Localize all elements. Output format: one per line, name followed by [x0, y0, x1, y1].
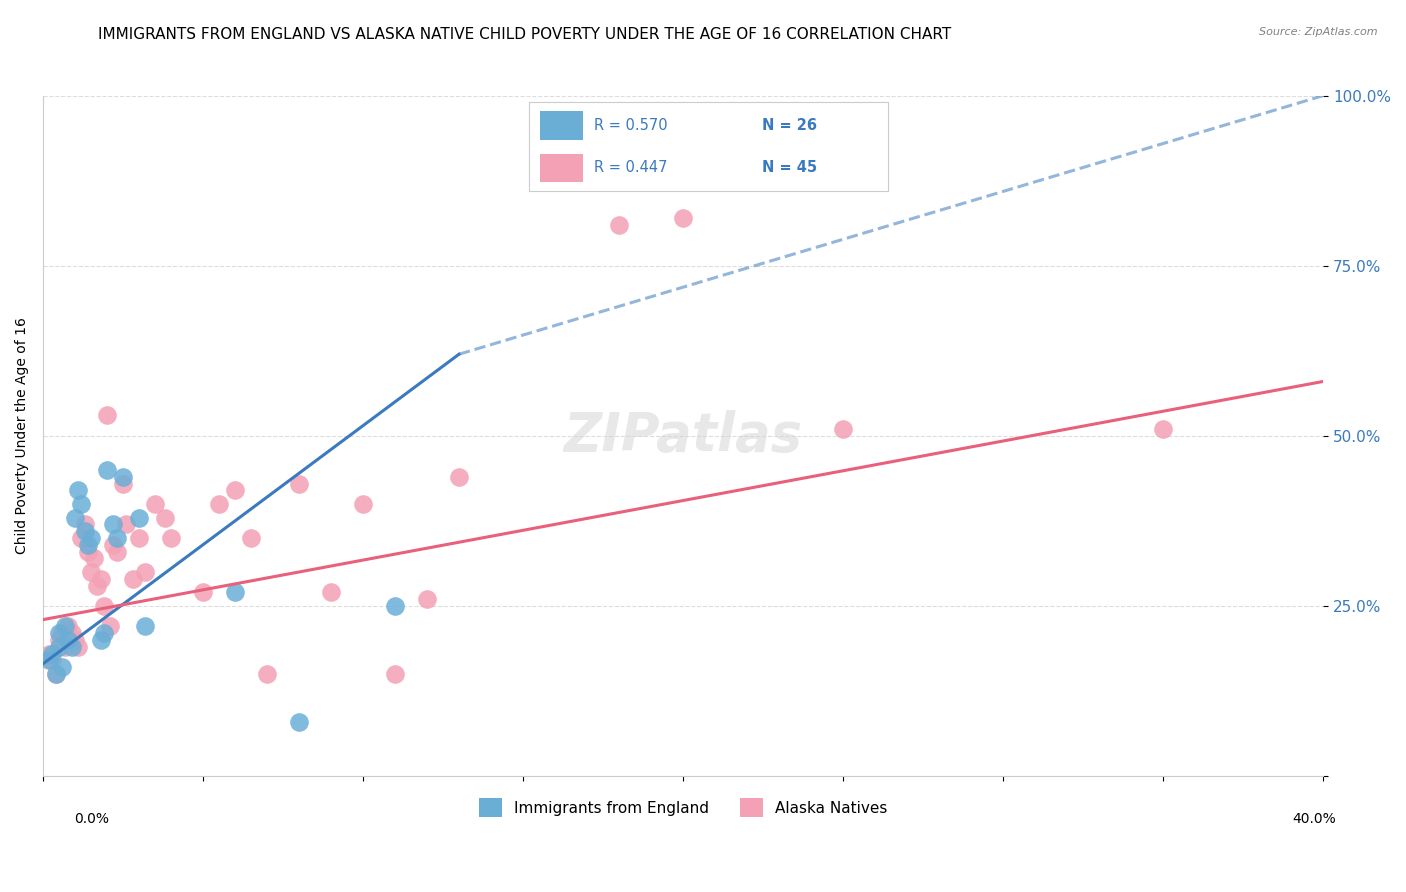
- Point: [41, 653, 63, 667]
- Point: [86, 579, 108, 593]
- Point: [105, 531, 128, 545]
- Point: [60, 640, 83, 654]
- Point: [53, 640, 76, 654]
- Text: IMMIGRANTS FROM ENGLAND VS ALASKA NATIVE CHILD POVERTY UNDER THE AGE OF 16 CORRE: IMMIGRANTS FROM ENGLAND VS ALASKA NATIVE…: [98, 27, 952, 42]
- Point: [672, 211, 695, 226]
- Point: [93, 626, 115, 640]
- Point: [111, 469, 134, 483]
- Point: [70, 531, 93, 545]
- Point: [96, 463, 118, 477]
- Point: [51, 626, 73, 640]
- Point: [416, 592, 439, 607]
- Point: [128, 510, 150, 524]
- Point: [134, 565, 156, 579]
- Point: [447, 469, 470, 483]
- Point: [51, 660, 73, 674]
- Point: [352, 497, 374, 511]
- Point: [105, 544, 128, 558]
- Point: [48, 626, 70, 640]
- Point: [76, 538, 98, 552]
- Point: [128, 531, 150, 545]
- Text: 0.0%: 0.0%: [75, 812, 108, 826]
- Point: [60, 626, 83, 640]
- Point: [93, 599, 115, 613]
- Point: [384, 667, 406, 681]
- Point: [48, 633, 70, 648]
- Point: [63, 633, 86, 648]
- Point: [38, 647, 60, 661]
- Point: [48, 640, 70, 654]
- Point: [115, 517, 138, 532]
- Y-axis label: Child Poverty Under the Age of 16: Child Poverty Under the Age of 16: [15, 318, 30, 554]
- Point: [1152, 422, 1174, 436]
- Point: [384, 599, 406, 613]
- Point: [111, 476, 134, 491]
- Point: [191, 585, 214, 599]
- Point: [143, 497, 166, 511]
- Point: [208, 497, 231, 511]
- Point: [58, 619, 80, 633]
- Point: [70, 497, 93, 511]
- Point: [89, 572, 111, 586]
- Point: [98, 619, 121, 633]
- Point: [80, 531, 103, 545]
- Point: [63, 510, 86, 524]
- Point: [89, 633, 111, 648]
- Point: [607, 218, 630, 232]
- Point: [83, 551, 105, 566]
- Point: [103, 517, 125, 532]
- Point: [73, 524, 96, 538]
- Point: [224, 483, 246, 498]
- Point: [288, 476, 311, 491]
- Point: [67, 483, 90, 498]
- Point: [45, 667, 67, 681]
- Point: [58, 633, 80, 648]
- Point: [256, 667, 278, 681]
- Text: Source: ZipAtlas.com: Source: ZipAtlas.com: [1260, 27, 1378, 37]
- Point: [103, 538, 125, 552]
- Text: 40.0%: 40.0%: [1292, 812, 1337, 826]
- Point: [38, 653, 60, 667]
- Point: [41, 647, 63, 661]
- Point: [319, 585, 342, 599]
- Point: [67, 640, 90, 654]
- Point: [288, 714, 311, 729]
- Point: [121, 572, 143, 586]
- Point: [73, 517, 96, 532]
- Point: [224, 585, 246, 599]
- Point: [76, 544, 98, 558]
- Point: [53, 619, 76, 633]
- Point: [153, 510, 176, 524]
- Point: [832, 422, 855, 436]
- Point: [160, 531, 183, 545]
- Legend: Immigrants from England, Alaska Natives: Immigrants from England, Alaska Natives: [472, 792, 893, 823]
- Text: ZIPatlas: ZIPatlas: [564, 410, 803, 462]
- Point: [96, 409, 118, 423]
- Point: [45, 667, 67, 681]
- Point: [134, 619, 156, 633]
- Point: [80, 565, 103, 579]
- Point: [239, 531, 262, 545]
